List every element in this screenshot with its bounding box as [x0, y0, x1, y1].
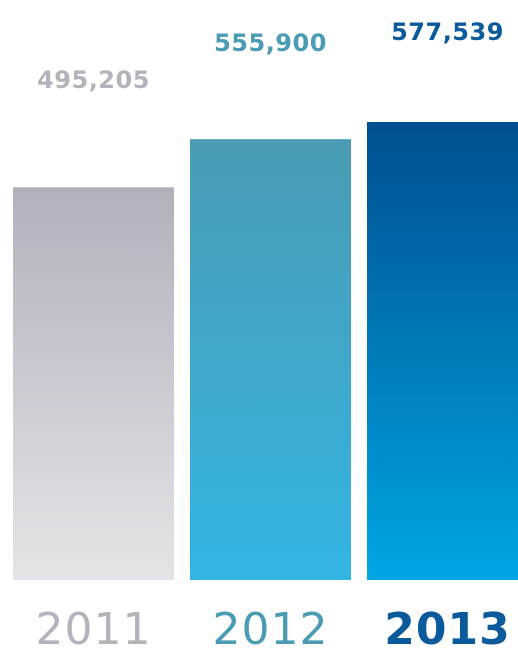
category-labels-group: 2011 2012 2013 — [36, 604, 510, 650]
category-label-2013: 2013 — [384, 604, 510, 650]
value-label-2011: 495,205 — [37, 66, 150, 94]
value-labels-group: 495,205 555,900 577,539 — [37, 18, 504, 94]
bar-2012 — [190, 139, 351, 580]
category-label-2012: 2012 — [213, 604, 329, 650]
bars-group — [13, 122, 518, 580]
bar-2011 — [13, 187, 174, 580]
value-label-2012: 555,900 — [214, 29, 327, 57]
value-label-2013: 577,539 — [391, 18, 504, 46]
bar-2013 — [367, 122, 518, 580]
category-label-2011: 2011 — [36, 604, 152, 650]
